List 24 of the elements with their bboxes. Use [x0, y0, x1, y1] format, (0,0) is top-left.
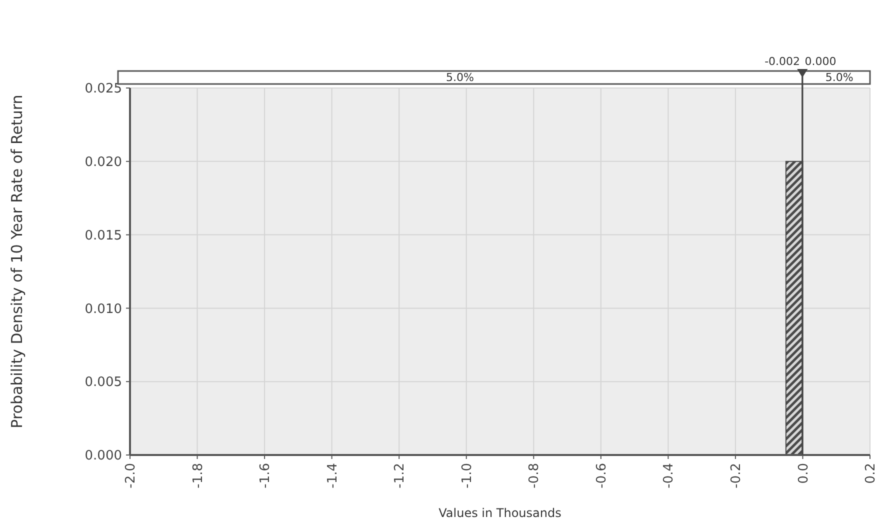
x-tick-label: -0.2 [729, 463, 744, 488]
x-axis-title: Values in Thousands [438, 506, 562, 520]
y-tick-label: 0.015 [84, 228, 122, 244]
x-tick-label: -0.8 [527, 463, 542, 488]
x-tick-label: -1.0 [460, 463, 475, 488]
x-tick-label: -1.4 [325, 463, 340, 488]
y-tick-label: 0.025 [84, 82, 122, 97]
x-tick-label: -1.8 [190, 463, 206, 488]
x-tick-label: 0.2 [864, 463, 879, 484]
x-tick-label: -0.6 [594, 463, 610, 488]
x-tick-label: -2.0 [124, 463, 139, 488]
text: 5.0% [446, 71, 474, 84]
ref-line-label: -0.002 [764, 55, 800, 68]
x-tick-label: -1.6 [258, 463, 274, 488]
y-tick-label: 0.005 [84, 375, 122, 390]
x-tick-label: -0.4 [662, 463, 677, 488]
y-axis-title: Probability Density of 10 Year Rate of Return [8, 94, 26, 428]
x-tick-label: -1.2 [392, 463, 408, 488]
y-tick-label: 0.000 [84, 448, 122, 464]
y-tick-label: 0.020 [84, 154, 122, 170]
text: 5.0% [825, 71, 854, 84]
ref-line-label: 0.000 [804, 55, 836, 68]
x-tick-label: 0.0 [796, 463, 812, 484]
y-tick-label: 0.010 [84, 302, 122, 317]
